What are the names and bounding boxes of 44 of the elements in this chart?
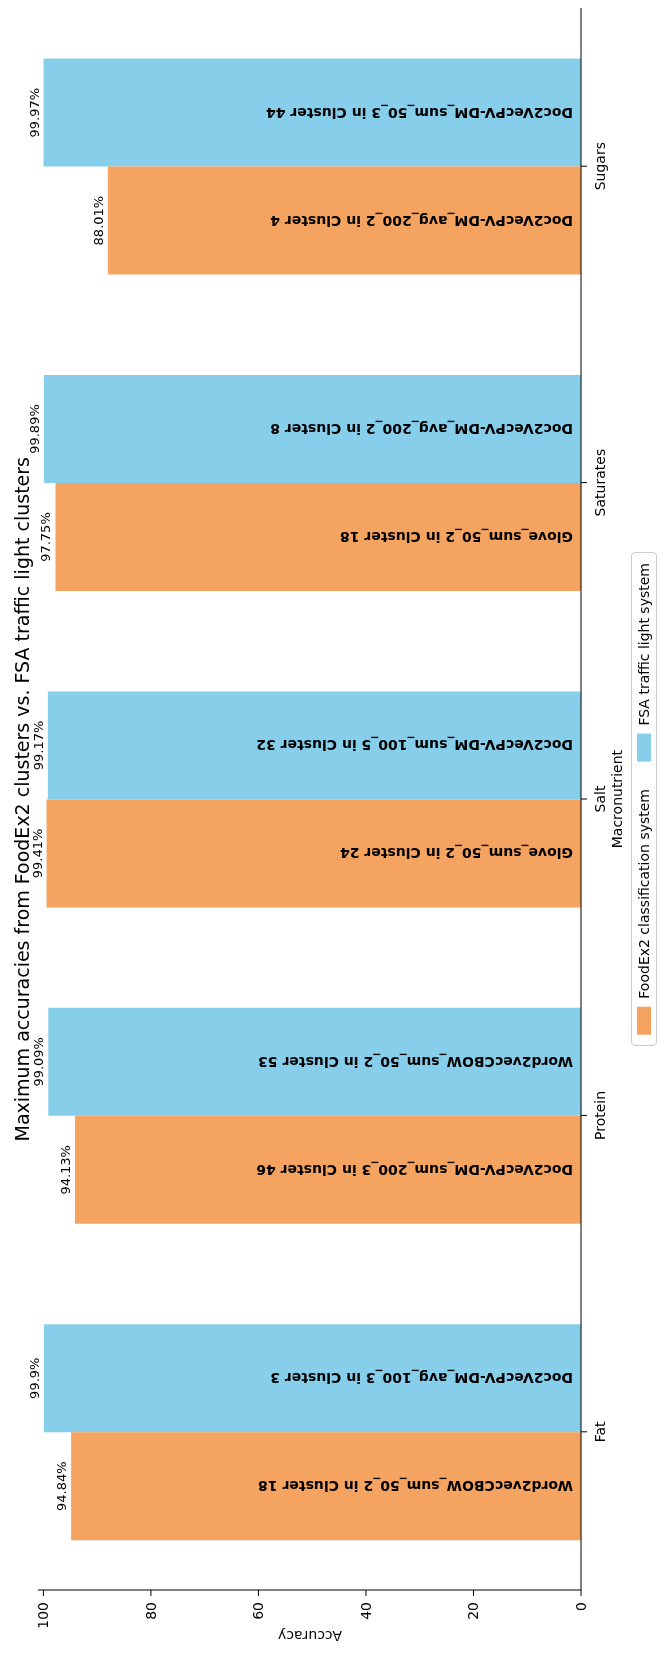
annotation: Doc2VecPV-DM_sum_100_5 in Cluster 32 bbox=[256, 736, 573, 754]
data-label: 88.01% bbox=[90, 195, 106, 246]
x-tick-label: 60 bbox=[250, 1602, 267, 1620]
bar bbox=[46, 799, 581, 908]
y-tick-label: Sugars bbox=[592, 142, 609, 191]
x-tick-label: 80 bbox=[142, 1602, 159, 1620]
bar bbox=[43, 1324, 581, 1433]
y-tick-label: Fat bbox=[592, 1420, 609, 1443]
x-tick-label: 0 bbox=[573, 1602, 589, 1611]
text: FSA traffic light system bbox=[636, 562, 652, 726]
x-axis-title: Accuracy bbox=[277, 1628, 342, 1644]
bar bbox=[55, 483, 581, 592]
annotation: Doc2VecPV-DM_sum_50_3 in Cluster 44 bbox=[265, 103, 573, 121]
bar bbox=[47, 691, 581, 800]
text: FoodEx2 classification system bbox=[636, 789, 652, 1000]
data-label: 99.89% bbox=[26, 404, 42, 454]
data-label: 99.97% bbox=[26, 87, 42, 138]
bar bbox=[107, 166, 581, 275]
bar bbox=[71, 1432, 581, 1541]
data-label: 99.9% bbox=[26, 1357, 42, 1399]
data-label: 94.13% bbox=[57, 1145, 73, 1195]
y-tick-label: Protein bbox=[592, 1090, 609, 1140]
data-label: 99.09% bbox=[31, 1037, 47, 1087]
x-tick-label: 100 bbox=[35, 1602, 52, 1629]
annotation: Glove_sum_50_2 in Cluster 18 bbox=[340, 528, 573, 546]
bar bbox=[48, 1007, 581, 1116]
y-tick-label: Saturates bbox=[592, 448, 609, 517]
bar bbox=[43, 375, 581, 484]
annotation: Word2vecCBOW_sum_50_2 in Cluster 53 bbox=[258, 1052, 573, 1070]
y-tick-label: Salt bbox=[592, 785, 609, 813]
annotation: Doc2VecPV-DM_avg_100_3 in Cluster 3 bbox=[270, 1369, 573, 1387]
data-label: 94.84% bbox=[54, 1461, 70, 1512]
bar bbox=[74, 1115, 581, 1224]
annotation: Doc2VecPV-DM_avg_200_2 in Cluster 4 bbox=[270, 211, 573, 229]
x-tick-label: 40 bbox=[357, 1602, 374, 1620]
bar bbox=[43, 58, 581, 167]
x-tick-label: 20 bbox=[465, 1602, 482, 1620]
data-label: 97.75% bbox=[38, 512, 54, 562]
annotation: Doc2VecPV-DM_avg_200_2 in Cluster 8 bbox=[270, 420, 573, 438]
annotation: Doc2VecPV-DM_sum_200_3 in Cluster 46 bbox=[256, 1160, 573, 1178]
y-axis-title: Macronutrient bbox=[609, 749, 625, 849]
annotation: Word2vecCBOW_sum_50_2 in Cluster 18 bbox=[258, 1477, 573, 1495]
data-label: 99.17% bbox=[30, 720, 46, 771]
annotation: Glove_sum_50_2 in Cluster 24 bbox=[339, 844, 573, 862]
